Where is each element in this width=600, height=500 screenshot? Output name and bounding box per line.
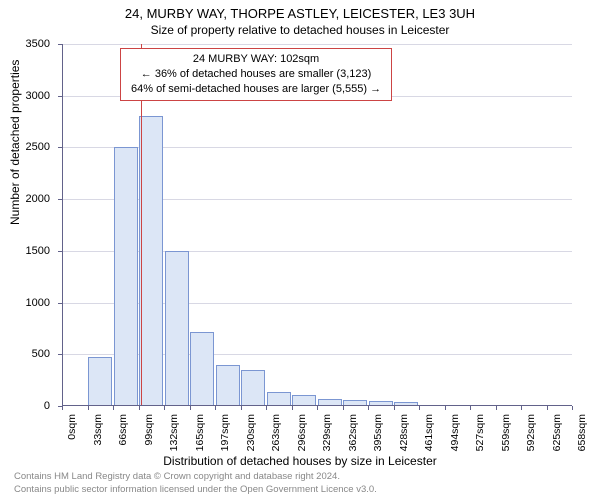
y-tick-label: 500 [32, 348, 50, 360]
x-tick-mark [317, 406, 318, 410]
x-tick-mark [113, 406, 114, 410]
y-tick-label: 0 [44, 400, 50, 412]
x-tick-label: 132sqm [168, 414, 180, 458]
x-tick-mark [572, 406, 573, 410]
info-line-2: ← 36% of detached houses are smaller (3,… [131, 67, 381, 82]
x-tick-label: 66sqm [117, 414, 129, 458]
x-tick-label: 99sqm [143, 414, 155, 458]
x-tick-mark [547, 406, 548, 410]
x-tick-label: 428sqm [398, 414, 410, 458]
x-tick-mark [394, 406, 395, 410]
x-tick-mark [164, 406, 165, 410]
x-tick-label: 296sqm [296, 414, 308, 458]
x-tick-mark [62, 406, 63, 410]
x-tick-mark [470, 406, 471, 410]
bar [165, 251, 189, 406]
y-tick-labels: 0500100015002000250030003500 [0, 44, 56, 406]
x-tick-mark [368, 406, 369, 410]
x-tick-label: 592sqm [525, 414, 537, 458]
y-tick-label: 2000 [26, 193, 50, 205]
x-tick-label: 559sqm [500, 414, 512, 458]
x-tick-mark [241, 406, 242, 410]
x-tick-mark [496, 406, 497, 410]
x-tick-mark [292, 406, 293, 410]
x-tick-label: 395sqm [372, 414, 384, 458]
x-tick-marks [62, 406, 572, 410]
x-tick-label: 658sqm [576, 414, 588, 458]
x-tick-label: 33sqm [92, 414, 104, 458]
x-tick-mark [419, 406, 420, 410]
footer-line-2: Contains public sector information licen… [14, 484, 377, 496]
info-line-1: 24 MURBY WAY: 102sqm [131, 52, 381, 67]
x-tick-mark [190, 406, 191, 410]
x-tick-mark [445, 406, 446, 410]
x-tick-mark [266, 406, 267, 410]
x-tick-label: 0sqm [66, 414, 78, 458]
footer-line-1: Contains HM Land Registry data © Crown c… [14, 471, 377, 483]
x-tick-mark [343, 406, 344, 410]
chart-subtitle: Size of property relative to detached ho… [0, 21, 600, 37]
y-axis-line [62, 44, 63, 406]
y-tick-label: 3500 [26, 38, 50, 50]
bar [190, 332, 214, 406]
x-tick-mark [521, 406, 522, 410]
y-tick-label: 1500 [26, 245, 50, 257]
x-tick-label: 165sqm [194, 414, 206, 458]
y-tick-label: 1000 [26, 297, 50, 309]
y-tick-label: 3000 [26, 90, 50, 102]
x-tick-mark [139, 406, 140, 410]
chart-title: 24, MURBY WAY, THORPE ASTLEY, LEICESTER,… [0, 0, 600, 21]
x-tick-label: 230sqm [245, 414, 257, 458]
x-tick-mark [215, 406, 216, 410]
bar [114, 147, 138, 406]
x-tick-label: 494sqm [449, 414, 461, 458]
x-tick-label: 362sqm [347, 414, 359, 458]
footer: Contains HM Land Registry data © Crown c… [14, 471, 377, 496]
bar [267, 392, 291, 406]
x-tick-label: 625sqm [551, 414, 563, 458]
bar [139, 116, 163, 406]
x-tick-mark [88, 406, 89, 410]
x-tick-label: 329sqm [321, 414, 333, 458]
x-tick-label: 527sqm [474, 414, 486, 458]
x-axis-label: Distribution of detached houses by size … [0, 454, 600, 468]
bar [88, 357, 112, 406]
bar [241, 370, 265, 406]
x-tick-label: 197sqm [219, 414, 231, 458]
info-box: 24 MURBY WAY: 102sqm ← 36% of detached h… [120, 48, 392, 101]
x-tick-label: 461sqm [423, 414, 435, 458]
bar [216, 365, 240, 406]
chart-container: 24, MURBY WAY, THORPE ASTLEY, LEICESTER,… [0, 0, 600, 500]
x-tick-label: 263sqm [270, 414, 282, 458]
y-tick-label: 2500 [26, 141, 50, 153]
info-line-3: 64% of semi-detached houses are larger (… [131, 82, 381, 97]
